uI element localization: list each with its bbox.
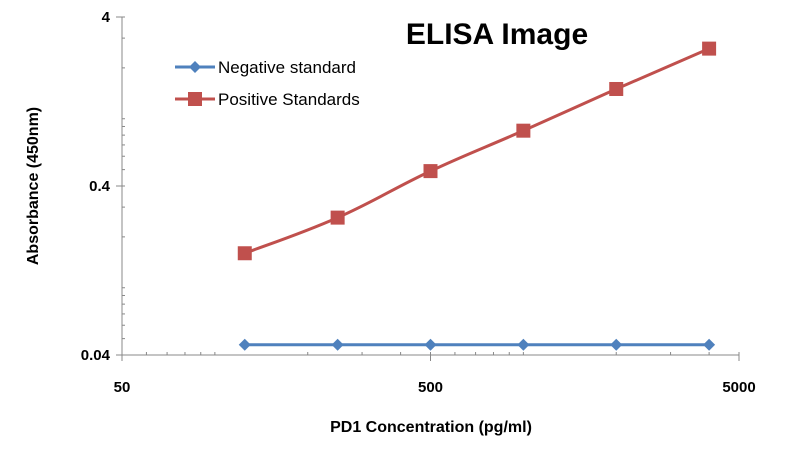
legend-entry: Negative standard <box>175 58 356 77</box>
data-point <box>517 338 530 351</box>
x-tick-label: 5000 <box>722 379 755 396</box>
series-layer <box>237 41 717 351</box>
series-1 <box>237 41 717 261</box>
data-point <box>610 338 623 351</box>
x-tick-label: 500 <box>418 379 443 396</box>
legend: Negative standard Positive Standards <box>175 58 360 109</box>
y-tick-label: 0.4 <box>89 178 111 195</box>
axes: 0.04 0.4 4 50 500 5000 <box>81 9 756 396</box>
data-point <box>423 164 438 179</box>
y-axis-label: Absorbance (450nm) <box>25 107 42 265</box>
data-point <box>238 338 251 351</box>
y-tick-label: 4 <box>102 9 111 26</box>
data-point <box>516 123 531 138</box>
data-point <box>330 210 345 225</box>
data-point <box>331 338 344 351</box>
y-tick-label: 0.04 <box>81 347 111 364</box>
chart-title: ELISA Image <box>406 18 588 51</box>
x-tick-label: 50 <box>114 379 131 396</box>
series-line <box>243 47 711 255</box>
data-point <box>424 338 437 351</box>
data-point <box>703 338 716 351</box>
series-0 <box>238 338 716 351</box>
data-point <box>609 81 624 96</box>
x-axis-label: PD1 Concentration (pg/ml) <box>330 419 532 436</box>
legend-label: Positive Standards <box>218 90 360 109</box>
data-point <box>702 41 717 56</box>
legend-label: Negative standard <box>218 58 356 77</box>
legend-swatch-marker <box>189 61 201 73</box>
legend-entry: Positive Standards <box>175 90 360 109</box>
data-point <box>237 246 252 261</box>
legend-swatch-marker <box>188 92 202 106</box>
